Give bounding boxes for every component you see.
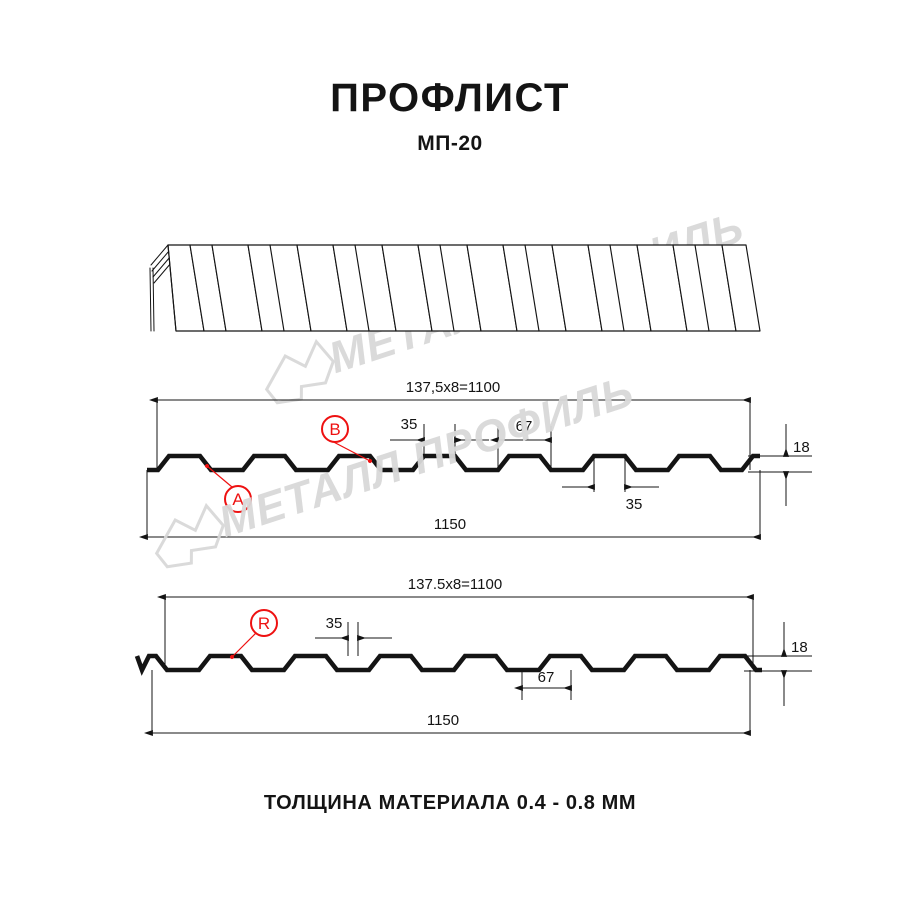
- material-thickness-note: ТОЛЩИНА МАТЕРИАЛА 0.4 - 0.8 ММ: [263, 792, 637, 814]
- dim-label-height-18-1: 18: [793, 439, 810, 456]
- dim-height-18-2: [744, 622, 812, 706]
- dim-label-valley-35-1: 35: [626, 496, 643, 513]
- page-title: ПРОФЛИСТ: [330, 76, 570, 120]
- dim-label-bottom-1: 1150: [434, 516, 466, 533]
- dim-label-top-2: 137.5x8=1100: [408, 576, 502, 593]
- dim-label-rib-top-35-2: 35: [326, 615, 343, 632]
- dim-label-top-1: 137,5x8=1100: [406, 379, 500, 396]
- dim-rib-top-35-1: [390, 424, 489, 456]
- callout-r-label: R: [258, 614, 270, 633]
- title-block: ПРОФЛИСТ МП-20: [0, 78, 900, 156]
- dim-label-height-18-2: 18: [791, 639, 808, 656]
- profile-outline-bottom: [134, 653, 762, 676]
- dim-rib-top-35-2: [315, 622, 392, 656]
- cross-section-bottom: 137.5x8=1100 35 67: [134, 576, 812, 737]
- dim-valley-35-1: [562, 456, 659, 492]
- callout-b-label: B: [329, 420, 340, 439]
- dim-label-bottom-2: 1150: [427, 712, 459, 729]
- dim-label-rib-base-67-2: 67: [538, 669, 555, 686]
- dim-bottom-overall-1: [138, 470, 761, 541]
- dim-height-18-1: [748, 424, 812, 506]
- callout-r: R: [230, 609, 278, 659]
- dim-bottom-overall-2: [143, 670, 751, 737]
- page-subtitle: МП-20: [417, 132, 483, 155]
- dim-label-rib-top-35-1: 35: [401, 416, 418, 433]
- profile-outline-top: [147, 453, 760, 473]
- callout-a-label: A: [232, 490, 244, 509]
- dim-rib-base-67-1: [489, 426, 552, 470]
- cross-section-top: 137,5x8=1100 35 67: [138, 379, 812, 541]
- dim-rib-base-67-2: [513, 670, 572, 700]
- callout-a: A: [205, 464, 252, 513]
- isometric-profile-sheet: [149, 244, 761, 332]
- metall-profil-logo-2: [154, 502, 225, 569]
- callout-b: B: [321, 415, 372, 463]
- dim-label-rib-base-67-1: 67: [516, 418, 533, 435]
